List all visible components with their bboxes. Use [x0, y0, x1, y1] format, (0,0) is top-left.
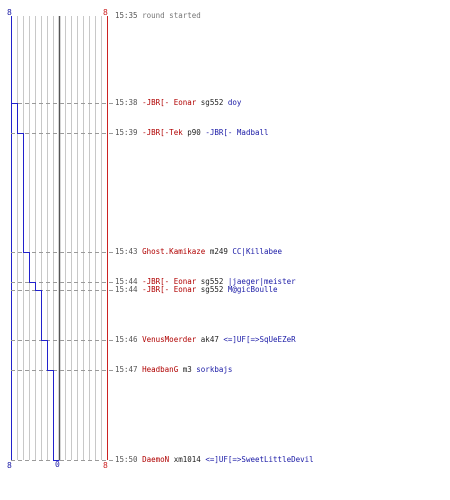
log-victim: CC|Killabee [232, 247, 283, 256]
remaining-players-step-line [11, 16, 60, 461]
log-entry: 15:44 -JBR[- Eonar sg552 M@gicBoulle [115, 284, 278, 295]
axis-label-top-right: 8 [103, 8, 108, 17]
log-time: 15:50 [115, 455, 138, 464]
chart-grid [11, 16, 108, 460]
axis-label-top-left: 8 [7, 8, 12, 17]
log-entry: 15:39 -JBR[-Tek p90 -JBR[- Madball [115, 127, 269, 138]
log-time: 15:46 [115, 335, 138, 344]
log-killer: -JBR[- Eonar [142, 285, 197, 294]
log-time: 15:47 [115, 365, 138, 374]
log-killer: HeadbanG [142, 365, 179, 374]
log-entry: 15:47 HeadbanG m3 sorkbajs [115, 364, 232, 375]
log-entry: 15:44 -JBR[- Eonar sg552 |jaeger|meister [115, 276, 296, 287]
log-time: 15:38 [115, 98, 138, 107]
log-weapon: sg552 [200, 98, 224, 107]
log-killer: -JBR[-Tek [142, 128, 183, 137]
log-weapon: ak47 [200, 335, 219, 344]
log-weapon: xm1014 [173, 455, 201, 464]
log-killer: -JBR[- Eonar [142, 98, 197, 107]
log-victim: <=]UF[=>SqUeEZeR [223, 335, 296, 344]
log-victim: M@gicBoulle [227, 285, 278, 294]
log-victim: |jaeger|meister [227, 277, 296, 286]
log-entry: 15:43 Ghost.Kamikaze m249 CC|Killabee [115, 246, 282, 257]
log-weapon: sg552 [200, 285, 224, 294]
log-entry: 15:46 VenusMoerder ak47 <=]UF[=>SqUeEZeR [115, 334, 296, 345]
log-time: 15:44 [115, 277, 138, 286]
log-victim: sorkbajs [196, 365, 233, 374]
log-weapon: p90 [187, 128, 201, 137]
log-weapon: m3 [182, 365, 192, 374]
axis-label-bottom-zero: 0 [55, 460, 60, 469]
log-time: 15:43 [115, 247, 138, 256]
log-time: 15:35 [115, 11, 138, 20]
log-killer: -JBR[- Eonar [142, 277, 197, 286]
log-killer: Ghost.Kamikaze [142, 247, 206, 256]
event-guides [11, 103, 115, 461]
axis-label-bottom-left: 8 [7, 461, 12, 470]
axis-label-bottom-right: 8 [103, 461, 108, 470]
log-weapon: m249 [209, 247, 228, 256]
log-entry: 15:50 DaemoN xm1014 <=]UF[=>SweetLittleD… [115, 454, 314, 465]
step-line [11, 16, 60, 461]
log-weapon: sg552 [200, 277, 224, 286]
log-killer: VenusMoerder [142, 335, 197, 344]
log-entry: 15:35 round started [115, 10, 201, 21]
log-victim: <=]UF[=>SweetLittleDevil [205, 455, 314, 464]
log-killer: DaemoN [142, 455, 170, 464]
log-system-message: round started [142, 11, 201, 20]
log-victim: doy [227, 98, 242, 107]
axis-labels: 8 8 8 0 8 [7, 8, 108, 470]
log-victim: -JBR[- Madball [205, 128, 269, 137]
log-time: 15:44 [115, 285, 138, 294]
log-entry: 15:38 -JBR[- Eonar sg552 doy [115, 97, 241, 108]
log-time: 15:39 [115, 128, 138, 137]
